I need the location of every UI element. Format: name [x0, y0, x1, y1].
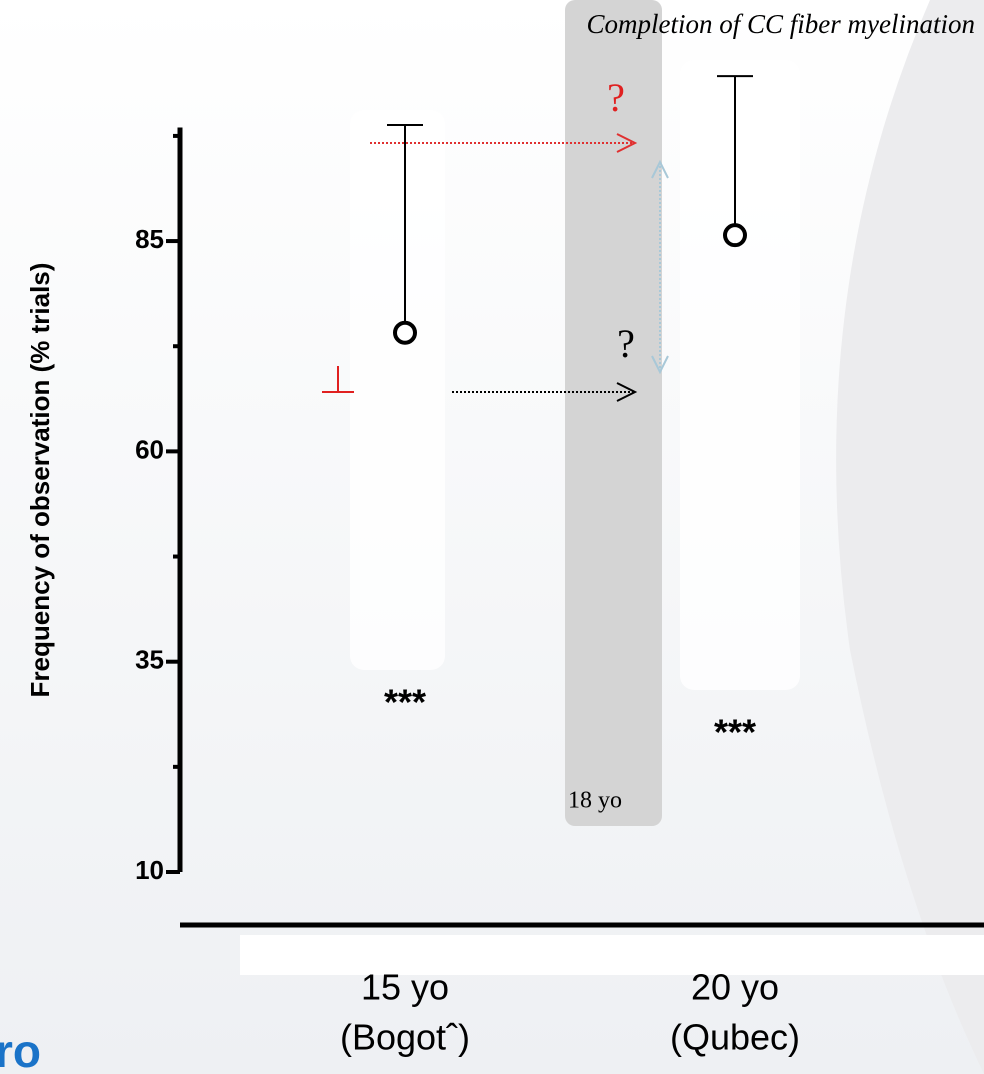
age-band: [565, 0, 662, 826]
question-mark: ?: [617, 321, 635, 366]
chart: 18 yo Completion of CC fiber myelination…: [0, 0, 984, 1074]
point: [725, 225, 745, 245]
y-axis-label: Frequency of observation (% trials): [25, 263, 55, 698]
y-tick-label: 85: [135, 224, 164, 254]
significance: ***: [384, 682, 426, 723]
highlight: [680, 60, 800, 690]
x-tick-label: 15 yo: [361, 967, 449, 1008]
band-label: 18 yo: [568, 788, 622, 814]
highlight: [350, 110, 445, 670]
logo: ro: [0, 1025, 41, 1074]
x-tick-label: (Qubec): [670, 1017, 800, 1058]
chart-title: Completion of CC fiber myelination: [587, 9, 975, 39]
y-tick-label: 35: [135, 645, 164, 675]
x-tick-label: (Bogotˆ): [340, 1017, 470, 1058]
label-box: [240, 935, 984, 975]
x-tick-label: 20 yo: [691, 967, 779, 1008]
point: [395, 323, 415, 343]
significance: ***: [714, 712, 756, 753]
background: [0, 0, 984, 1074]
y-tick-label: 10: [135, 855, 164, 885]
y-tick-label: 60: [135, 434, 164, 464]
question-mark: ?: [607, 75, 625, 120]
